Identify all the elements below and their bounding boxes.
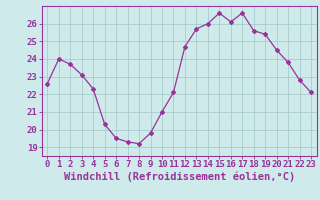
X-axis label: Windchill (Refroidissement éolien,°C): Windchill (Refroidissement éolien,°C) <box>64 172 295 182</box>
